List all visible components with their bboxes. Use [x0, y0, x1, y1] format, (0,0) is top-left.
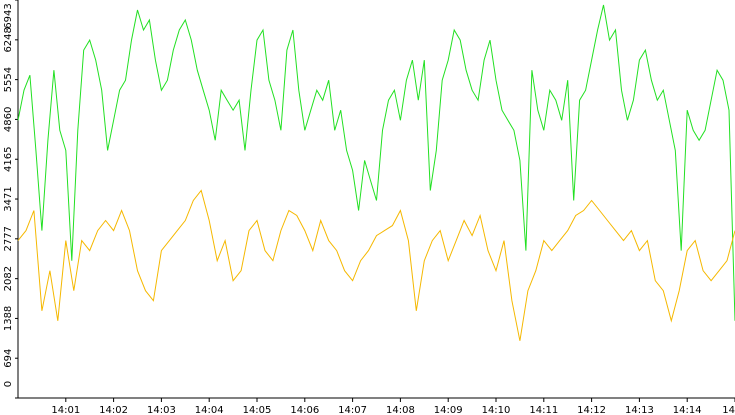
x-tick-label: 14:06 [290, 405, 319, 415]
y-tick-label: 2777 [3, 226, 14, 251]
y-tick-label: 0 [3, 381, 14, 387]
y-tick-label: 4165 [3, 147, 14, 172]
x-tick-label: 14:11 [529, 405, 558, 415]
y-tick-label: 694 [3, 349, 14, 368]
y-tick-label: 4860 [3, 107, 14, 132]
y-tick-label: 6943 [3, 3, 14, 28]
x-tick-label: 14:09 [434, 405, 463, 415]
x-tick-label: 14 [722, 405, 735, 415]
x-tick-label: 14:10 [482, 405, 511, 415]
y-tick-label: 3471 [3, 186, 14, 211]
x-tick-label: 14:14 [673, 405, 702, 415]
y-tick-label: 6248 [3, 27, 14, 52]
line-series [17, 189, 735, 341]
x-tick-label: 14:05 [243, 405, 272, 415]
x-tick-label: 14:03 [147, 405, 176, 415]
x-tick-label: 14:13 [625, 405, 654, 415]
x-tick-label: 14:04 [195, 405, 224, 415]
y-tick-label: 1388 [3, 306, 14, 331]
x-tick-label: 14:07 [338, 405, 367, 415]
y-tick-label: 5554 [3, 67, 14, 92]
x-tick-label: 14:02 [99, 405, 128, 415]
x-tick-label: 14:01 [51, 405, 80, 415]
line-series [17, 4, 735, 321]
y-tick-label: 2082 [3, 266, 14, 291]
x-tick-label: 14:12 [577, 405, 606, 415]
x-tick-label: 14:08 [386, 405, 415, 415]
